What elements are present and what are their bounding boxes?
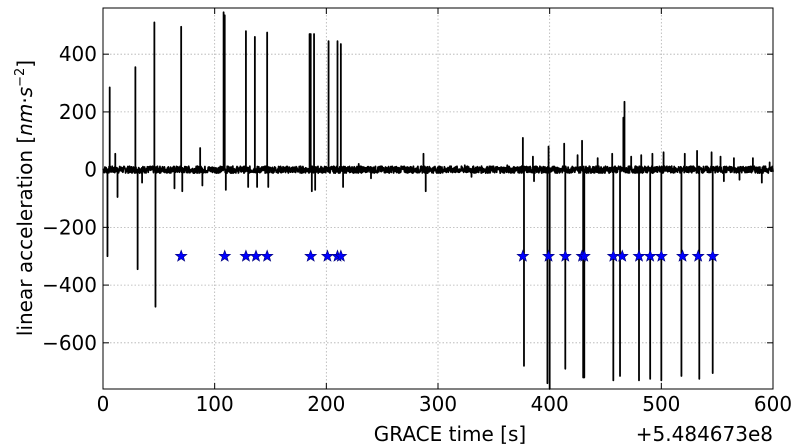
y-tick-label: 400 xyxy=(59,42,97,66)
y-axis-label-unit-s: s xyxy=(13,87,37,97)
star-marker xyxy=(249,249,263,262)
star-marker xyxy=(632,249,646,262)
star-marker xyxy=(320,249,334,262)
star-marker xyxy=(334,249,348,262)
x-tick-label: 300 xyxy=(419,392,457,416)
star-marker xyxy=(542,249,556,262)
star-marker xyxy=(691,249,705,262)
y-tick-label: −400 xyxy=(42,273,97,297)
axis-ticks: 0 100 200 300 400 500 600 −600 −400 −200 0 200 400 xyxy=(42,8,792,416)
star-marker xyxy=(577,249,591,262)
y-tick-label: −600 xyxy=(42,331,97,355)
series-line-layer xyxy=(102,11,774,390)
series-star-layer xyxy=(174,249,720,262)
y-axis-label: linear acceleration [nm·s−2] xyxy=(13,60,37,336)
grid-lines xyxy=(102,8,774,389)
y-tick-label: 200 xyxy=(59,100,97,124)
star-marker xyxy=(516,249,530,262)
star-marker xyxy=(174,249,188,262)
y-tick-label: −200 xyxy=(42,215,97,239)
star-marker xyxy=(218,249,232,262)
x-tick-label: 500 xyxy=(642,392,680,416)
star-marker xyxy=(706,249,720,262)
y-axis-label-unit-dot: · xyxy=(13,97,37,103)
y-axis-label-unit-exponent: −2 xyxy=(13,68,28,87)
x-tick-label: 600 xyxy=(754,392,792,416)
star-marker xyxy=(558,249,572,262)
y-axis-label-text: linear acceleration [ xyxy=(13,136,37,336)
star-marker xyxy=(643,249,657,262)
star-marker xyxy=(260,249,274,262)
star-marker xyxy=(304,249,318,262)
x-tick-label: 0 xyxy=(97,392,110,416)
x-offset-label: +5.484673e8 xyxy=(636,422,773,446)
star-marker xyxy=(239,249,253,262)
y-axis-label-close: ] xyxy=(13,60,37,68)
x-tick-label: 200 xyxy=(307,392,345,416)
star-marker xyxy=(615,249,629,262)
y-tick-label: 0 xyxy=(84,158,97,182)
star-marker xyxy=(654,249,668,262)
x-axis-label: GRACE time [s] xyxy=(374,422,526,446)
x-tick-label: 400 xyxy=(531,392,569,416)
x-tick-label: 100 xyxy=(196,392,234,416)
series-line xyxy=(102,11,774,390)
star-marker xyxy=(676,249,690,262)
y-axis-label-unit-nm: nm xyxy=(13,104,37,136)
